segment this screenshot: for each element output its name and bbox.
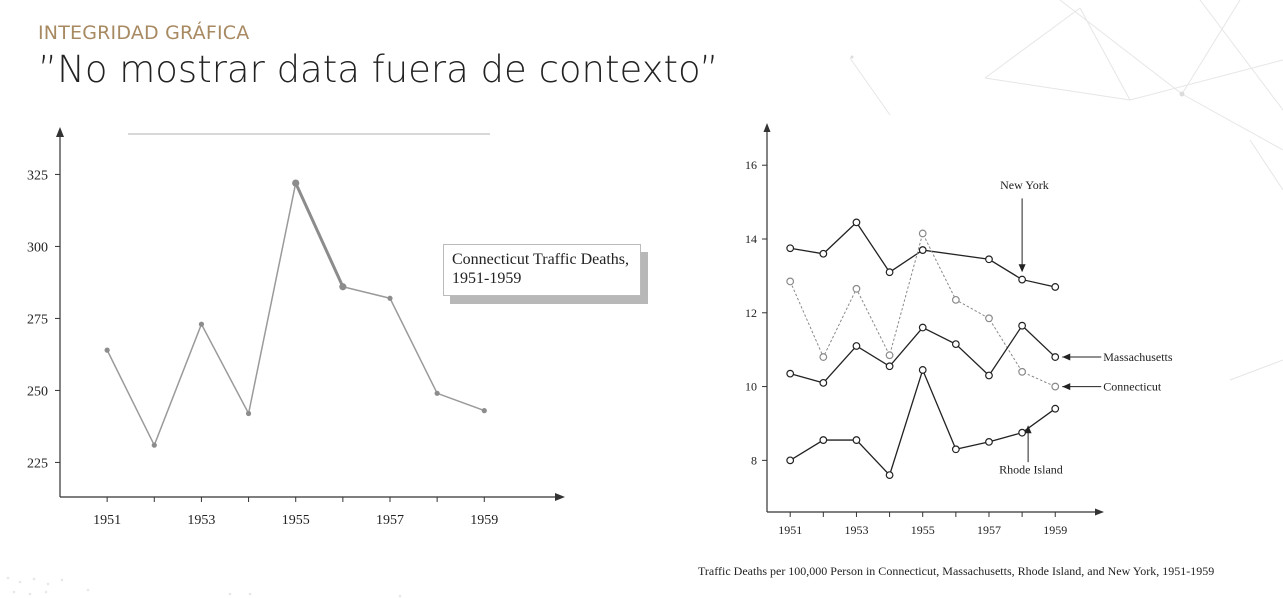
connecticut-point xyxy=(951,295,960,304)
x-tick-label: 1953 xyxy=(187,513,215,528)
new-york-point xyxy=(985,255,993,264)
connecticut-point xyxy=(985,314,993,323)
slide-title: ”No mostrar data fuera de contexto” xyxy=(38,48,719,91)
massachusetts-point xyxy=(786,369,795,378)
massachusetts-point xyxy=(918,323,927,332)
massachusetts-point xyxy=(1051,353,1060,361)
x-tick-label: 1955 xyxy=(911,523,935,537)
massachusetts-point xyxy=(985,371,993,380)
massachusetts-point xyxy=(951,340,960,349)
connecticut-traffic-deaths-chart: 225 250 275 300 325 1951 1953 1955 1957 1959 xyxy=(27,127,565,528)
massachusetts-point xyxy=(819,378,828,387)
rhode-island-point xyxy=(852,436,861,444)
y-tick-label: 8 xyxy=(751,453,757,467)
y-axis-arrow xyxy=(763,123,771,132)
annotation-arrowhead xyxy=(1018,264,1026,273)
rhode-island-line xyxy=(789,368,1056,477)
data-point xyxy=(339,283,347,291)
x-tick-label: 1951 xyxy=(93,513,121,528)
massachusetts-point xyxy=(1018,321,1027,330)
data-point xyxy=(104,347,110,353)
right-chart-caption: Traffic Deaths per 100,000 Person in Con… xyxy=(698,564,1215,578)
x-tick-label: 1959 xyxy=(470,513,498,528)
rhode-island-point xyxy=(918,366,927,374)
x-tick-label: 1959 xyxy=(1043,523,1067,537)
connecticut-deaths-line xyxy=(106,180,485,448)
new-york-point xyxy=(1018,275,1027,284)
y-tick-label: 250 xyxy=(27,384,48,399)
data-point xyxy=(481,408,487,414)
annotation-arrowhead xyxy=(1062,383,1071,391)
x-tick-label: 1957 xyxy=(977,523,1001,537)
rhode-island-point xyxy=(819,436,828,444)
annotation-arrowhead xyxy=(1024,425,1032,434)
connecticut-point xyxy=(918,229,927,238)
connecticut-point xyxy=(885,351,894,360)
rhode-island-point xyxy=(1018,428,1027,437)
connecticut-point xyxy=(852,284,861,293)
highlight-segment-1955-1956 xyxy=(294,182,345,288)
new-york-point xyxy=(786,244,795,253)
section-kicker: INTEGRIDAD GRÁFICA xyxy=(38,22,250,44)
rhode-island-point xyxy=(985,438,993,446)
new-york-point xyxy=(852,218,861,227)
four-state-traffic-deaths-chart: 8 10 12 14 16 1951 1953 1955 1957 1959 New York Ma… xyxy=(745,123,1173,537)
rhode-island-point xyxy=(951,445,960,454)
legend-title-line-2: 1951-1959 xyxy=(452,270,522,287)
y-tick-label: 225 xyxy=(27,456,48,471)
x-tick-label: 1957 xyxy=(376,513,404,528)
new-york-line xyxy=(790,221,1056,288)
x-axis-arrow xyxy=(1095,508,1104,516)
y-tick-label: 16 xyxy=(745,158,757,172)
connecticut-point xyxy=(1051,382,1060,391)
label-new-york: New York xyxy=(1000,178,1049,192)
data-point xyxy=(198,321,205,327)
x-tick-label: 1951 xyxy=(778,523,802,537)
y-tick-label: 325 xyxy=(27,168,48,183)
connecticut-point xyxy=(1018,367,1027,376)
rhode-island-point xyxy=(885,471,894,480)
data-point xyxy=(387,295,393,301)
annotation-arrowhead xyxy=(1062,353,1071,361)
massachusetts-point xyxy=(852,342,861,350)
massachusetts-point xyxy=(885,362,894,371)
data-point xyxy=(292,179,300,187)
new-york-point xyxy=(819,249,828,258)
label-connecticut: Connecticut xyxy=(1103,380,1162,394)
x-axis-arrow xyxy=(555,493,565,501)
legend-title-line-1: Connecticut Traffic Deaths, xyxy=(452,251,630,268)
data-point xyxy=(245,410,252,417)
y-tick-label: 14 xyxy=(745,232,757,246)
label-rhode-island: Rhode Island xyxy=(999,462,1063,476)
massachusetts-line xyxy=(790,324,1056,384)
connecticut-point xyxy=(819,353,828,361)
chart-legend-box: Connecticut Traffic Deaths, 1951-1959 xyxy=(443,244,641,296)
data-point xyxy=(434,390,440,396)
slide-header: INTEGRIDAD GRÁFICA ”No mostrar data fuer… xyxy=(38,22,719,91)
y-axis-arrow xyxy=(56,127,64,137)
x-tick-label: 1953 xyxy=(844,523,868,537)
y-tick-label: 10 xyxy=(745,380,757,394)
y-tick-label: 12 xyxy=(745,306,757,320)
y-tick-label: 300 xyxy=(27,240,48,255)
new-york-point xyxy=(918,246,927,254)
y-tick-label: 275 xyxy=(27,312,48,327)
rhode-island-point xyxy=(1051,404,1060,413)
connecticut-point xyxy=(786,277,795,286)
new-york-point xyxy=(1051,283,1060,291)
rhode-island-point xyxy=(786,456,795,465)
data-point xyxy=(151,442,157,448)
new-york-point xyxy=(885,268,894,277)
x-tick-label: 1955 xyxy=(282,513,310,528)
connecticut-line xyxy=(789,232,1056,388)
label-massachusetts: Massachusetts xyxy=(1103,350,1173,364)
